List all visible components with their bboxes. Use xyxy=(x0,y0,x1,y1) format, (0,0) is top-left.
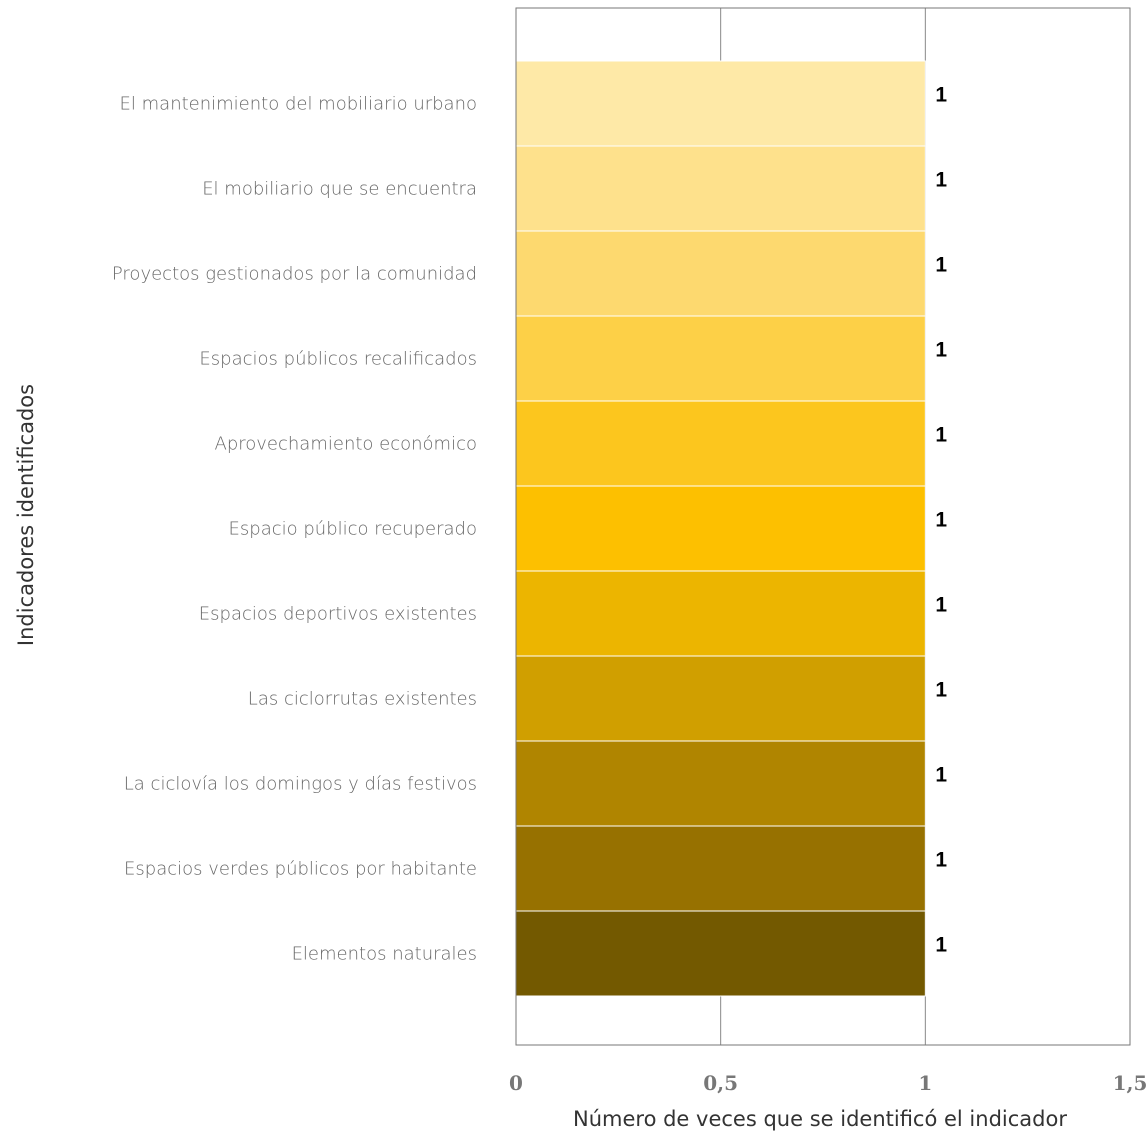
category-label: El mantenimiento del mobiliario urbano xyxy=(120,94,477,115)
category-label: Espacios deportivos existentes xyxy=(199,604,477,625)
bar xyxy=(515,400,926,487)
bar xyxy=(515,655,926,742)
data-label: 1 xyxy=(935,339,947,362)
bar xyxy=(515,315,926,402)
x-tick-label: 0,5 xyxy=(703,1071,738,1095)
data-label: 1 xyxy=(935,679,947,702)
x-tick-label: 1,5 xyxy=(1113,1071,1146,1095)
category-label: El mobiliario que se encuentra xyxy=(202,179,477,200)
bar xyxy=(515,570,926,657)
bar xyxy=(515,145,926,232)
category-label: Espacios públicos recalificados xyxy=(199,349,477,370)
x-tick-label: 0 xyxy=(509,1071,523,1095)
category-label: Espacios verdes públicos por habitante xyxy=(124,859,477,880)
bar xyxy=(515,485,926,572)
bar xyxy=(515,825,926,912)
bar xyxy=(515,230,926,317)
category-label: Elementos naturales xyxy=(292,944,477,965)
category-label: Las ciclorrutas existentes xyxy=(248,689,477,710)
plot-frame xyxy=(515,7,1131,1046)
category-label: Proyectos gestionados por la comunidad xyxy=(112,264,477,285)
bar xyxy=(515,60,926,147)
category-labels: El mantenimiento del mobiliario urbano El… xyxy=(112,94,477,965)
category-label: La ciclovía los domingos y días festivos xyxy=(124,774,477,795)
bar xyxy=(515,740,926,827)
data-label: 1 xyxy=(935,254,947,277)
x-tick-labels: 0 0,5 1 1,5 xyxy=(509,1071,1146,1095)
data-label: 1 xyxy=(935,934,947,957)
data-label: 1 xyxy=(935,424,947,447)
data-label: 1 xyxy=(935,594,947,617)
bar xyxy=(515,910,926,997)
value-labels: 1 1 1 1 1 1 1 1 1 1 1 xyxy=(935,84,947,957)
data-label: 1 xyxy=(935,764,947,787)
category-label: Aprovechamiento económico xyxy=(215,434,477,455)
data-label: 1 xyxy=(935,849,947,872)
bars xyxy=(515,60,926,997)
y-axis-title: Indicadores identificados xyxy=(14,384,38,646)
plot-border xyxy=(515,7,1131,1046)
data-label: 1 xyxy=(935,509,947,532)
data-label: 1 xyxy=(935,169,947,192)
x-axis-title: Número de veces que se identificó el ind… xyxy=(573,1107,1067,1131)
data-label: 1 xyxy=(935,84,947,107)
x-tick-label: 1 xyxy=(918,1071,932,1095)
category-label: Espacio público recuperado xyxy=(229,519,477,540)
